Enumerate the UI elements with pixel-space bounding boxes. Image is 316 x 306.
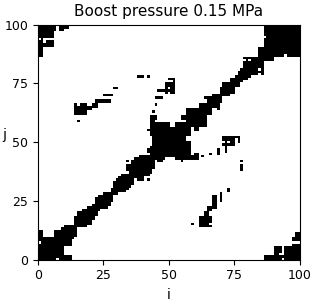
Title: Boost pressure 0.15 MPa: Boost pressure 0.15 MPa (74, 4, 264, 19)
X-axis label: i: i (167, 288, 171, 302)
Y-axis label: j: j (2, 128, 6, 142)
